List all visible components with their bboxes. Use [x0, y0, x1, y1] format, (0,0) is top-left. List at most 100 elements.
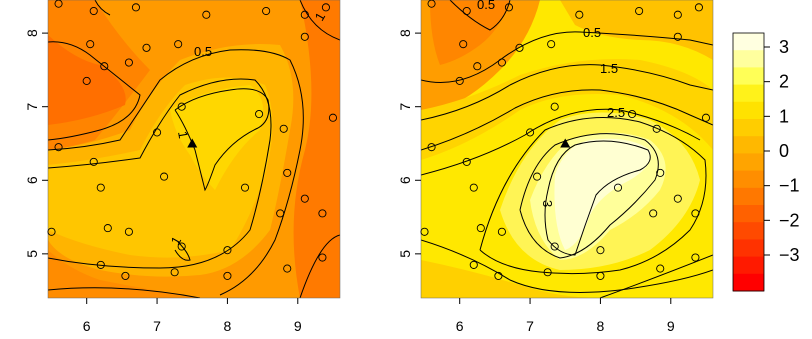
right-sample-point — [673, 10, 682, 19]
left-sample-point — [255, 109, 264, 119]
left-sample-point — [318, 209, 327, 218]
left-sample-point — [328, 113, 338, 122]
right-contour-label: 3 — [540, 200, 555, 207]
left-y-tick-label: 8 — [24, 29, 40, 37]
legend-bar-border — [732, 32, 765, 292]
right-sample-point — [494, 271, 503, 280]
right-heatmap-region — [421, 260, 600, 298]
right-contour-line — [449, 0, 511, 31]
left-sample-point — [54, 143, 63, 152]
left-contour-line — [299, 0, 340, 41]
left-sample-point — [240, 183, 250, 192]
left-sample-point — [96, 183, 105, 192]
left-sample-point — [89, 157, 98, 166]
right-axis-ticks: 6 7 8 9 5 6 7 8 — [397, 29, 675, 334]
left-contour-line — [174, 241, 191, 261]
right-sample-point — [652, 124, 661, 133]
right-sample-point — [427, 143, 436, 152]
right-heatmap-region — [430, 0, 510, 65]
left-contour-line — [94, 0, 111, 16]
left-heatmap-region — [48, 250, 200, 298]
left-sample-point — [300, 194, 309, 203]
legend-swatch — [733, 170, 764, 189]
left-heatmap-region — [48, 35, 126, 125]
left-sample-point — [103, 224, 112, 233]
legend-swatch — [733, 187, 764, 206]
right-sample-point — [691, 253, 700, 262]
left-contour-line — [174, 88, 270, 192]
legend-swatch — [733, 256, 764, 275]
right-contour-label: 1.5 — [600, 61, 618, 76]
right-contour-line — [421, 64, 713, 121]
right-sample-point — [473, 62, 482, 71]
left-sample-point — [100, 62, 109, 71]
left-triangle-marker — [187, 138, 198, 148]
right-sample-point — [635, 6, 644, 16]
left-heatmap-region — [293, 0, 340, 298]
legend-tick-label: −3 — [779, 245, 800, 265]
left-sample-point — [318, 253, 327, 262]
right-y-tick-label: 7 — [397, 103, 413, 111]
left-contour-line — [48, 49, 304, 296]
left-sample-point — [121, 271, 130, 280]
left-axis-ticks: 6 7 8 9 5 6 7 8 — [24, 29, 302, 334]
left-sample-point — [142, 43, 151, 52]
right-sample-point — [504, 3, 514, 12]
left-heatmap-region — [170, 85, 264, 190]
right-heatmap-region — [421, 59, 713, 160]
left-sample-point — [82, 76, 91, 85]
right-y-tick-label: 8 — [397, 29, 413, 37]
right-contour-line — [421, 89, 713, 151]
right-x-tick-label: 8 — [597, 318, 605, 334]
right-plot-border — [420, 0, 714, 299]
right-contour-line — [421, 108, 701, 176]
right-sample-point — [462, 6, 471, 16]
legend-tick-label: 2 — [779, 72, 789, 92]
right-sample-point — [533, 172, 542, 181]
legend-swatch — [733, 101, 764, 120]
left-plot-border — [47, 0, 341, 299]
left-sample-point — [177, 102, 186, 111]
left-contour-line — [48, 41, 141, 141]
right-triangle-marker — [560, 138, 571, 148]
left-contour-line — [48, 287, 201, 298]
left-sample-point — [160, 172, 169, 181]
right-sample-point — [497, 58, 506, 67]
left-sample-point — [131, 3, 141, 12]
right-sample-point — [420, 227, 429, 236]
left-sample-point — [47, 227, 56, 236]
right-sample-point — [455, 76, 464, 85]
right-sample-point — [596, 271, 605, 280]
right-sample-point — [526, 128, 535, 137]
left-sample-point — [223, 271, 232, 280]
legend-swatch — [733, 119, 764, 137]
left-sample-point — [124, 227, 133, 236]
right-contour-label: 2.5 — [607, 105, 625, 120]
right-sample-point — [575, 10, 584, 19]
right-sample-point — [515, 43, 524, 52]
left-x-tick-label: 7 — [153, 318, 161, 334]
legend-swatch — [733, 50, 764, 68]
right-sample-point — [550, 102, 559, 111]
right-sample-point — [469, 183, 478, 192]
right-sample-point — [656, 264, 665, 273]
legend-tick-label: 3 — [779, 37, 789, 57]
right-sample-point — [691, 209, 700, 218]
left-sample-point — [300, 10, 309, 19]
legend-swatch — [733, 273, 764, 292]
right-sample-point — [673, 32, 682, 41]
left-contour-line — [48, 78, 272, 269]
legend-color-bar — [733, 33, 764, 292]
left-sample-point — [262, 6, 271, 16]
right-sample-point — [694, 3, 703, 12]
right-sample-point — [596, 246, 605, 255]
left-sample-point — [223, 246, 232, 255]
legend-swatch — [733, 33, 764, 51]
right-sample-point — [628, 109, 637, 119]
right-sample-point — [469, 260, 478, 269]
left-sample-point — [177, 242, 186, 251]
right-y-tick-label: 5 — [397, 250, 413, 258]
legend-ticks: 3 2 1 0 −1 −2 −3 — [764, 37, 800, 265]
right-sample-point — [459, 40, 468, 49]
